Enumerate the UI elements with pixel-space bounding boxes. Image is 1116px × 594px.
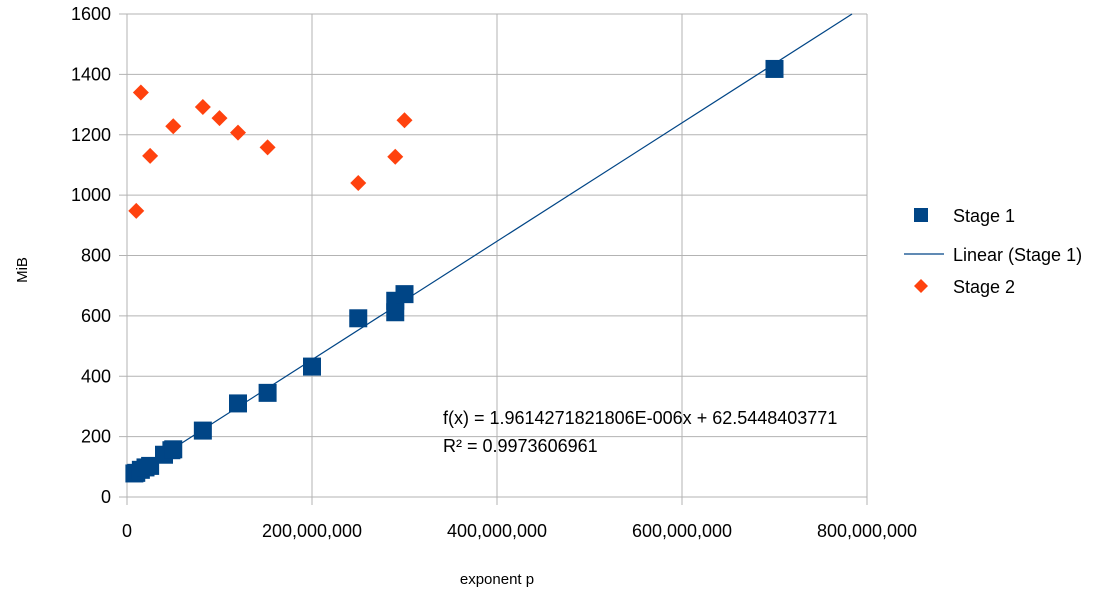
trendline-group bbox=[126, 13, 853, 479]
stage-1-point bbox=[141, 456, 160, 475]
stage-1-point bbox=[229, 394, 247, 413]
y-tick-label: 1200 bbox=[71, 125, 111, 145]
trendline bbox=[126, 13, 853, 479]
stage-2-point bbox=[142, 147, 159, 164]
stage-2-point bbox=[194, 98, 211, 115]
stage-1-point bbox=[164, 440, 183, 459]
grid-lines bbox=[126, 13, 868, 498]
stage-2-point bbox=[230, 124, 246, 141]
stage-1-point bbox=[765, 59, 784, 78]
y-tick-label: 1000 bbox=[71, 185, 111, 205]
r-squared-label: R² = 0.9973606961 bbox=[443, 436, 598, 456]
stage-2-point bbox=[259, 139, 276, 156]
data-points bbox=[125, 59, 784, 483]
stage-2-point bbox=[128, 202, 145, 219]
stage-1-point bbox=[349, 309, 368, 328]
legend: Stage 1 Linear (Stage 1) Stage 2 bbox=[904, 206, 1082, 297]
trendline-equation: f(x) = 1.9614271821806E-006x + 62.544840… bbox=[443, 408, 837, 428]
y-tick-label: 1600 bbox=[71, 4, 111, 24]
stage-2-point bbox=[132, 84, 149, 101]
x-tick-label: 200,000,000 bbox=[262, 521, 362, 541]
y-tick-label: 800 bbox=[81, 246, 111, 266]
legend-marker-stage-2 bbox=[914, 279, 928, 293]
y-tick-label: 0 bbox=[101, 487, 111, 507]
x-axis-title: exponent p bbox=[460, 571, 534, 588]
stage-2-point bbox=[211, 110, 228, 127]
stage-2-point bbox=[165, 118, 182, 135]
stage-2-point bbox=[387, 148, 404, 165]
stage-2-point bbox=[396, 112, 413, 129]
x-tick-label: 600,000,000 bbox=[632, 521, 732, 541]
y-tick-label: 1400 bbox=[71, 64, 111, 84]
legend-label-stage-1: Stage 1 bbox=[953, 206, 1015, 226]
stage-1-point bbox=[258, 383, 277, 402]
y-tick-label: 400 bbox=[81, 366, 111, 386]
y-tick-labels: 0 200 400 600 800 1000 1200 1400 1600 bbox=[71, 4, 111, 507]
axes bbox=[119, 13, 868, 505]
stage-1-point bbox=[303, 357, 321, 376]
y-tick-label: 600 bbox=[81, 306, 111, 326]
legend-label-stage-2: Stage 2 bbox=[953, 277, 1015, 297]
x-tick-label: 800,000,000 bbox=[817, 521, 917, 541]
legend-label-linear: Linear (Stage 1) bbox=[953, 245, 1082, 265]
y-tick-label: 200 bbox=[81, 427, 111, 447]
x-tick-label: 400,000,000 bbox=[447, 521, 547, 541]
stage-1-point bbox=[395, 285, 414, 304]
x-tick-label: 0 bbox=[122, 521, 132, 541]
y-axis-title: MiB bbox=[14, 257, 31, 283]
stage-2-point bbox=[350, 175, 367, 192]
legend-marker-stage-1 bbox=[914, 208, 928, 222]
stage-1-point bbox=[193, 421, 212, 440]
x-tick-labels: 0 200,000,000 400,000,000 600,000,000 800,00… bbox=[122, 521, 917, 541]
